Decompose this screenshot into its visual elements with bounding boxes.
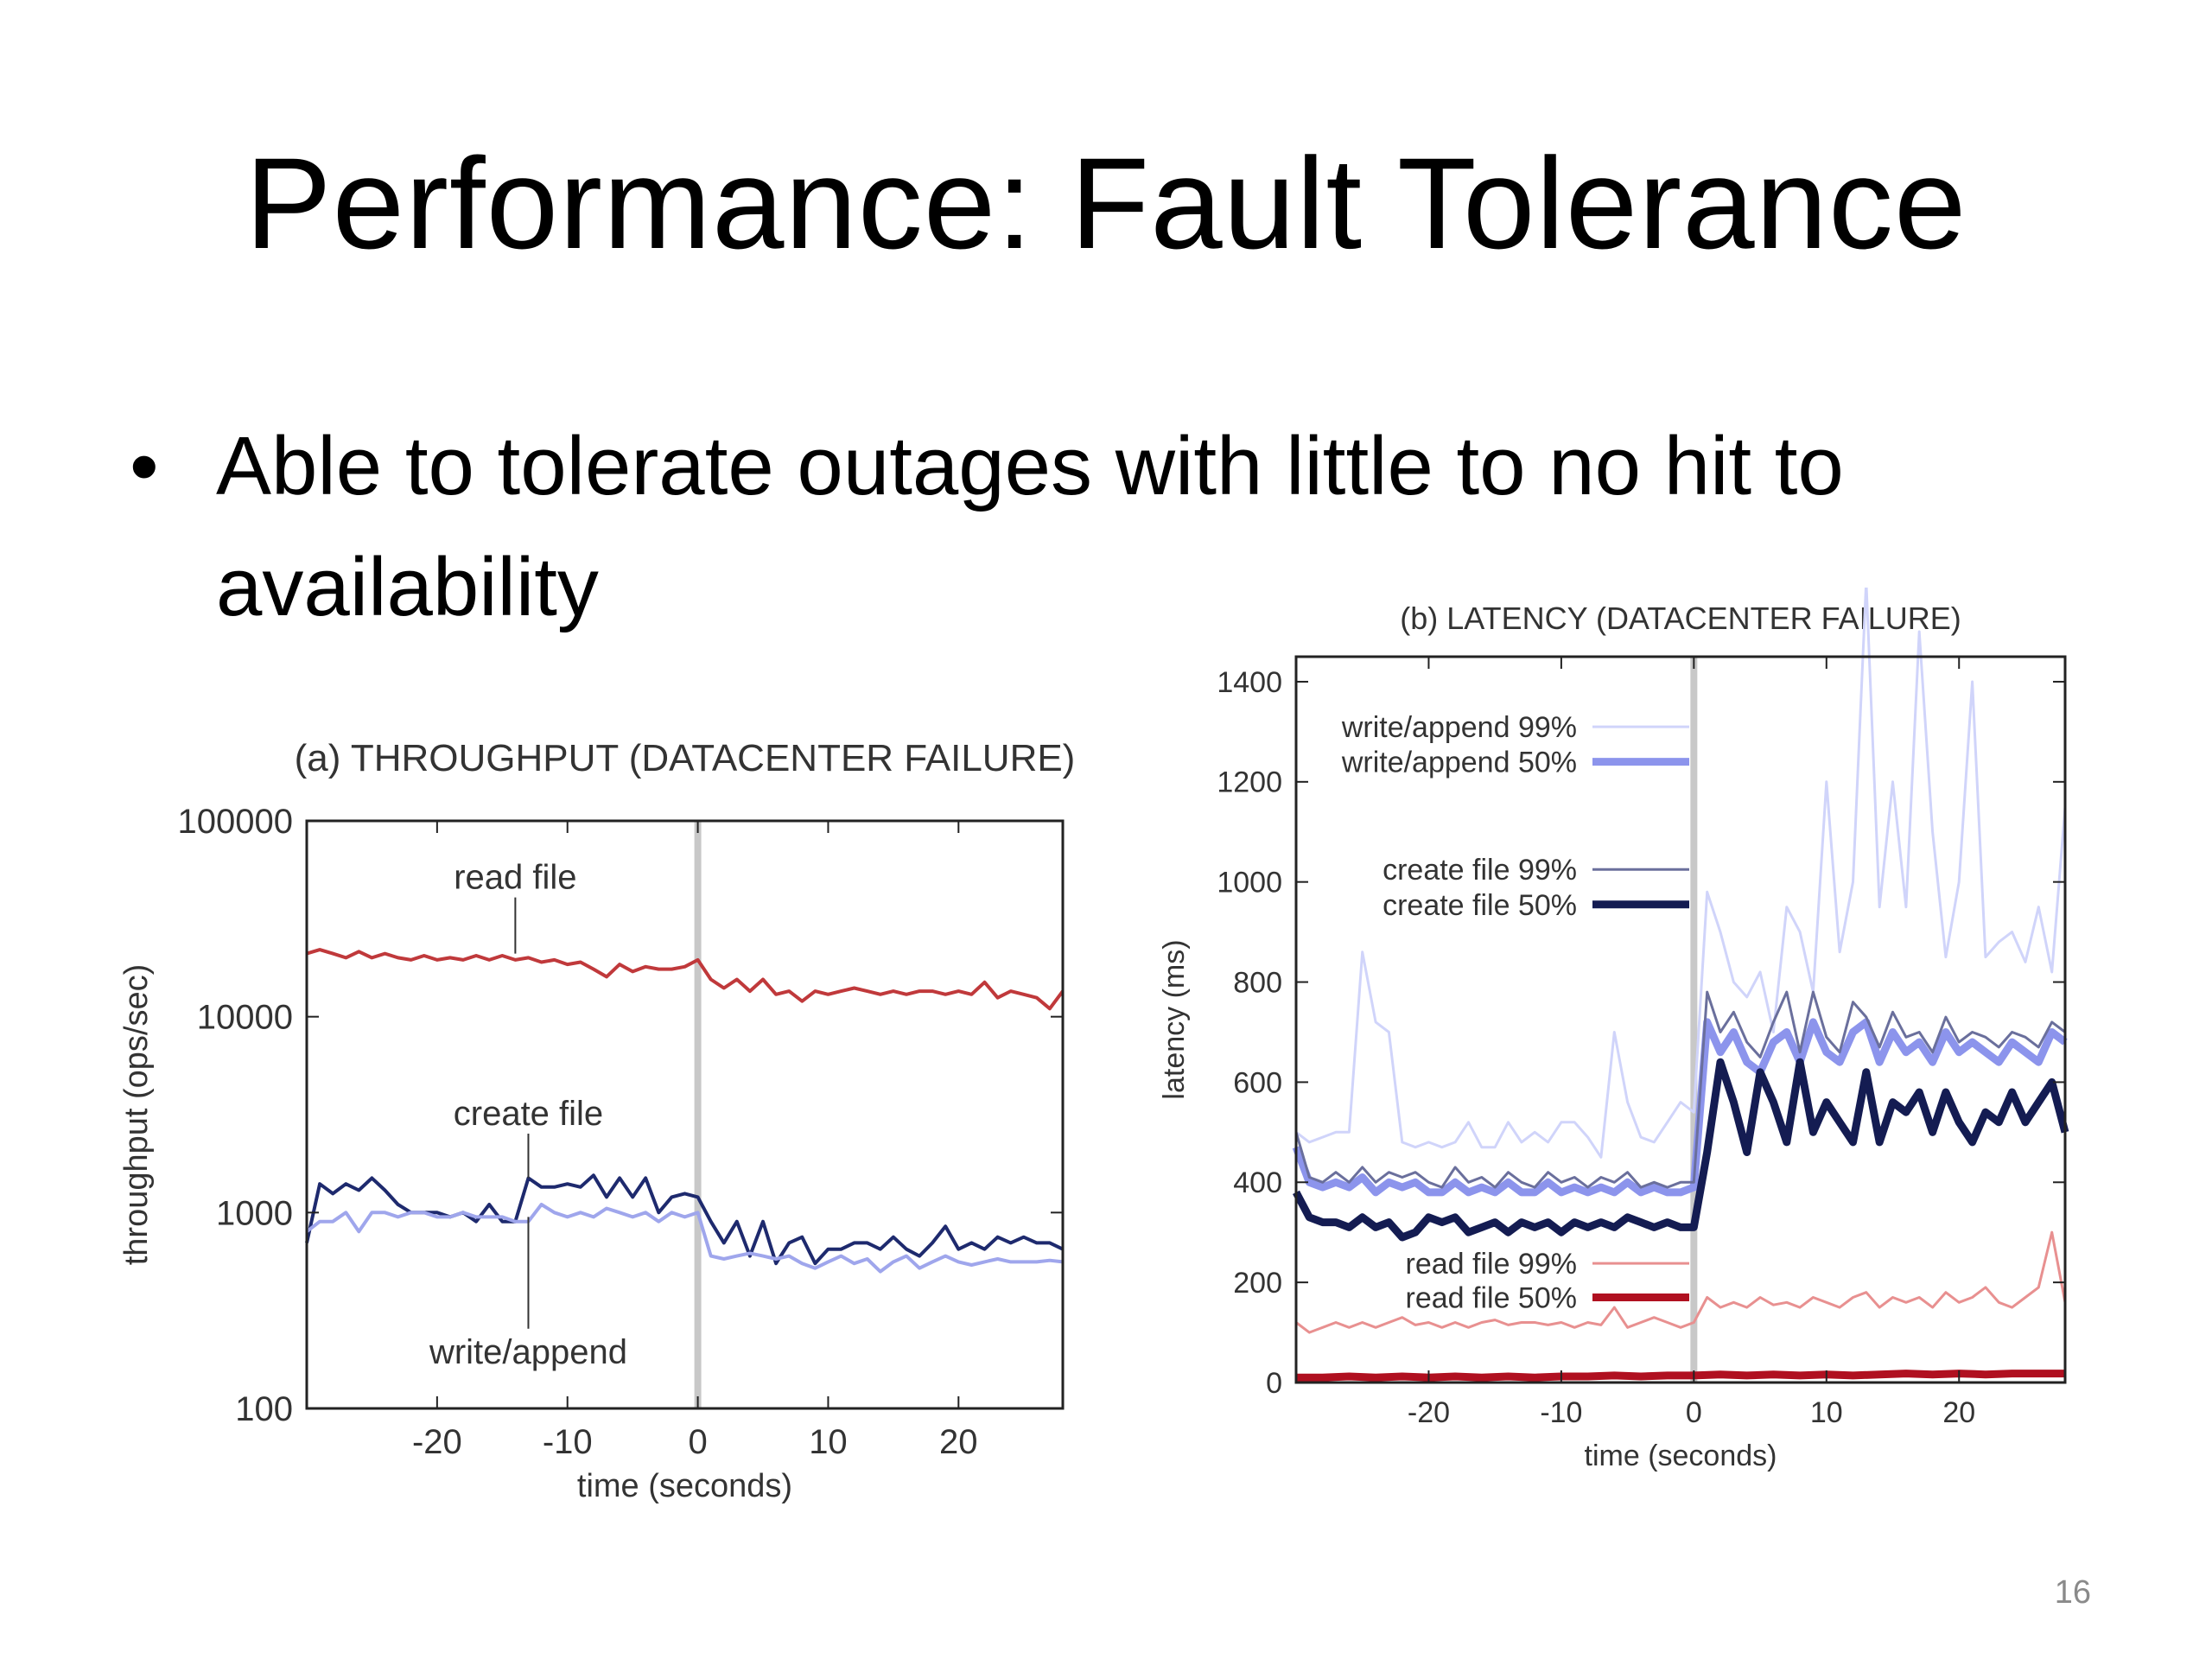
legend-label: write/append 99% [1341, 711, 1577, 744]
x-axis-label: time (seconds) [1585, 1440, 1777, 1472]
series-line-1 [1295, 588, 2067, 1159]
series-line-3 [1294, 990, 2066, 1189]
x-tick-label: -10 [543, 1423, 593, 1461]
x-tick-label: 0 [1686, 1396, 1702, 1429]
slide-number: 16 [2054, 1574, 2091, 1611]
throughput-chart: (a) THROUGHPUT (DATACENTER FAILURE) -20 -1… [118, 737, 1076, 1504]
y-axis-label: latency (ms) [1158, 939, 1191, 1099]
y-tick-label: 600 [1233, 1066, 1282, 1099]
x-tick-label: 20 [1942, 1396, 1975, 1429]
y-axis-label: throughput (ops/sec) [118, 964, 155, 1266]
x-tick-label: 10 [809, 1423, 848, 1461]
x-tick-label: 10 [1810, 1396, 1843, 1429]
series-line-4 [1293, 1058, 2069, 1242]
legend-label: create file 50% [1382, 889, 1577, 922]
y-tick-label: 400 [1233, 1166, 1282, 1199]
plot-frame [305, 819, 1065, 1410]
series-annotation: read file [454, 859, 576, 897]
x-axis-label: time (seconds) [577, 1468, 792, 1504]
y-tick-label: 1400 [1217, 666, 1282, 699]
y-tick-label: 100 [235, 1390, 293, 1428]
x-tick-label: 0 [688, 1423, 707, 1461]
chart-title: (a) THROUGHPUT (DATACENTER FAILURE) [295, 737, 1076, 779]
legend-label: read file 99% [1406, 1248, 1577, 1281]
series-line-3 [305, 1203, 1064, 1274]
y-tick-label: 800 [1233, 966, 1282, 999]
series-line-1 [306, 948, 1065, 1011]
x-tick-label: -20 [412, 1423, 462, 1461]
series-annotation: write/append [429, 1333, 627, 1371]
y-tick-label: 0 [1266, 1367, 1282, 1400]
y-tick-label: 10000 [197, 999, 293, 1037]
legend-label: create file 99% [1382, 854, 1577, 887]
legend-label: read file 50% [1406, 1282, 1577, 1315]
series-line-5 [1295, 1230, 2067, 1334]
y-tick-label: 100000 [178, 803, 293, 841]
series-line-2 [1292, 1018, 2068, 1197]
y-tick-label: 200 [1233, 1267, 1282, 1300]
bullet-text: Able to tolerate outages with little to … [216, 420, 1844, 633]
x-tick-label: -10 [1540, 1396, 1582, 1429]
plot-frame [1294, 655, 2067, 1384]
latency-chart: (b) LATENCY (DATACENTER FAILURE) -20 -10 0 1… [1158, 588, 2069, 1472]
slide-title: Performance: Fault Tolerance [245, 130, 1967, 276]
x-tick-label: 20 [939, 1423, 978, 1461]
y-tick-label: 1000 [1217, 867, 1282, 899]
bullet-dot: • [130, 420, 159, 512]
x-tick-label: -20 [1408, 1396, 1450, 1429]
y-tick-label: 1200 [1217, 766, 1282, 799]
series-annotation: create file [454, 1095, 603, 1133]
y-tick-label: 1000 [216, 1194, 293, 1232]
chart-title: (b) LATENCY (DATACENTER FAILURE) [1400, 601, 1961, 636]
legend-label: write/append 50% [1341, 747, 1577, 779]
series-line-2 [305, 1173, 1064, 1266]
series-line-6 [1296, 1370, 2065, 1382]
